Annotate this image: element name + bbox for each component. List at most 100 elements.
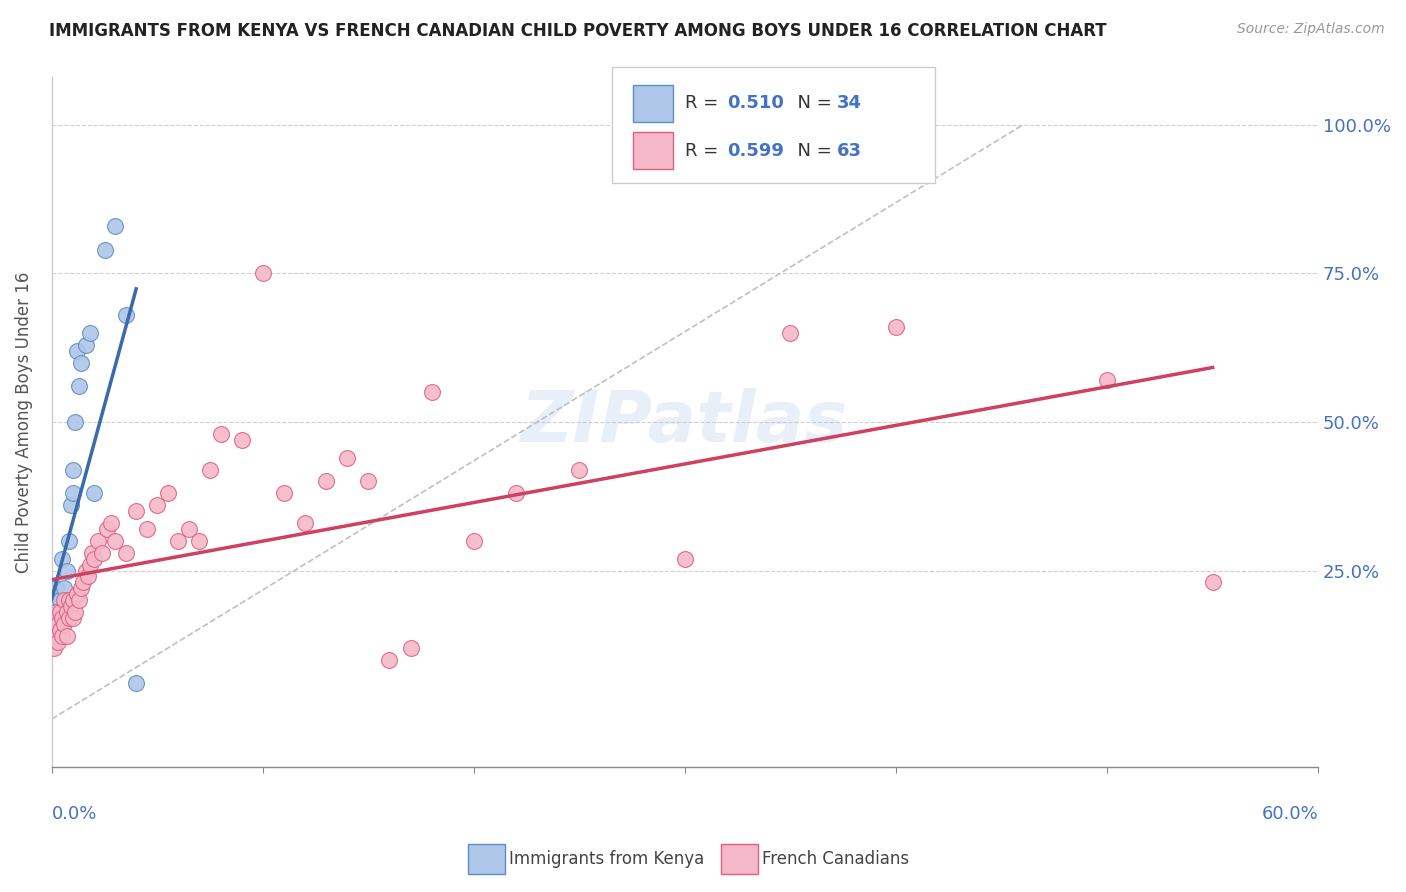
Point [146,498,169,512]
Text: 60.0%: 60.0% [1261,805,1319,823]
Point [399,640,422,655]
Point [315,475,337,489]
Point [42,593,65,607]
Text: Immigrants from Kenya: Immigrants from Kenya [509,850,704,868]
Point [58,611,80,625]
Point [96,522,118,536]
Text: 63: 63 [837,142,862,160]
Point [209,426,232,441]
Point [51,605,73,619]
Text: ZIPatlas: ZIPatlas [522,387,849,457]
Point [63,415,86,429]
Point [568,462,591,476]
Point [378,653,401,667]
Point [125,504,148,518]
Point [67,379,90,393]
Point [66,343,89,358]
Point [55,564,77,578]
Point [135,522,157,536]
Point [42,617,65,632]
Point [62,462,84,476]
Point [62,593,84,607]
Point [53,605,76,619]
Point [49,611,72,625]
Point [41,605,63,619]
Point [55,605,77,619]
Point [198,462,221,476]
Point [46,611,69,625]
Point [91,546,114,560]
Point [79,558,101,572]
Point [59,498,82,512]
Point [53,617,76,632]
Point [51,617,73,632]
Point [114,308,136,322]
Point [104,219,127,233]
Text: 0.0%: 0.0% [52,805,97,823]
Point [46,605,69,619]
Point [55,599,77,614]
Text: 0.510: 0.510 [727,95,783,112]
Point [70,356,93,370]
Point [72,575,94,590]
Point [51,611,73,625]
Text: R =: R = [685,95,724,112]
Point [46,623,69,637]
Point [87,533,110,548]
Point [51,629,73,643]
Point [49,593,72,607]
Point [45,599,67,614]
Point [83,551,105,566]
Point [58,593,80,607]
Point [59,599,82,614]
Point [55,629,77,643]
Text: French Canadians: French Canadians [762,850,910,868]
Point [62,611,84,625]
Point [1095,373,1118,387]
Point [49,623,72,637]
Point [125,676,148,690]
Point [505,486,527,500]
Point [53,582,76,596]
Point [673,551,696,566]
Point [231,433,253,447]
Point [45,617,67,632]
Point [83,486,105,500]
Point [420,385,443,400]
Point [80,546,103,560]
Point [42,640,65,655]
Text: 0.599: 0.599 [727,142,783,160]
Point [66,587,89,601]
Point [62,486,84,500]
Point [156,486,179,500]
Point [53,593,76,607]
Point [49,605,72,619]
Point [93,243,115,257]
Point [273,486,295,500]
Point [63,605,86,619]
Point [45,629,67,643]
Point [75,338,97,352]
Point [76,569,98,583]
Point [1201,575,1223,590]
Point [58,533,80,548]
Point [100,516,122,530]
Text: 34: 34 [837,95,862,112]
Point [252,267,274,281]
Point [58,593,80,607]
Point [46,635,69,649]
Point [45,605,67,619]
Point [46,617,69,632]
Point [167,533,190,548]
Point [114,546,136,560]
Text: Source: ZipAtlas.com: Source: ZipAtlas.com [1237,22,1385,37]
Text: N =: N = [786,95,838,112]
Point [779,326,801,340]
Y-axis label: Child Poverty Among Boys Under 16: Child Poverty Among Boys Under 16 [15,271,32,573]
Text: R =: R = [685,142,724,160]
Point [67,593,90,607]
Point [42,617,65,632]
Text: N =: N = [786,142,838,160]
Point [45,582,67,596]
Point [294,516,316,530]
